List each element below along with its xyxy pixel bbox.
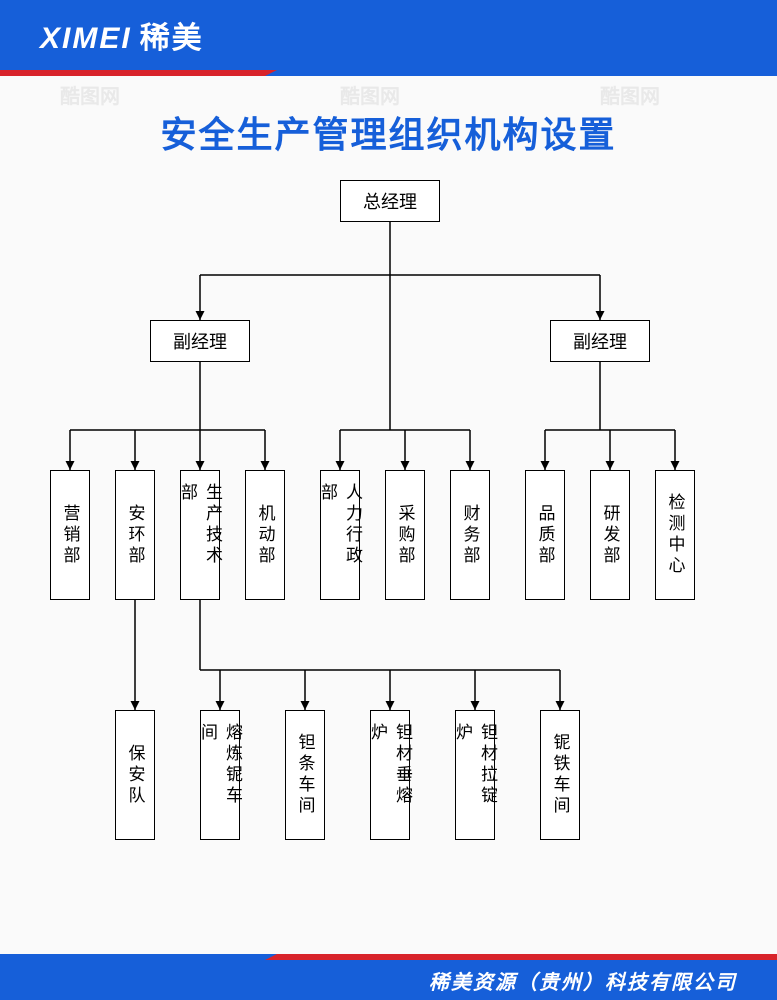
org-node-w4: 钽材拉锭炉: [455, 710, 495, 840]
footer-text: 稀美资源（贵州）科技有限公司: [429, 966, 737, 995]
header-bar: XIMEI稀美: [0, 0, 777, 70]
logo-text-en: XIMEI: [40, 22, 132, 55]
org-node-vgm1: 副经理: [150, 320, 250, 362]
page-title: 安全生产管理组织机构设置: [0, 106, 777, 158]
org-node-d4: 人力行政部: [320, 470, 360, 600]
org-chart: 总经理副经理 副经理营销部安环部生产技术部机动部人力行政部采购部财务部品质部研发部…: [40, 180, 740, 900]
stripe-top: [0, 70, 777, 76]
org-node-w0: 保安队: [115, 710, 155, 840]
org-node-d1: 安环部: [115, 470, 155, 600]
org-node-d9: 检测中心: [655, 470, 695, 600]
org-node-w5: 铌铁车间: [540, 710, 580, 840]
watermark: 酷图网: [60, 80, 120, 109]
logo: XIMEI稀美: [40, 13, 204, 57]
org-node-d2: 生产技术部: [180, 470, 220, 600]
org-node-w1: 熔炼铌车间: [200, 710, 240, 840]
org-node-w2: 钽条车间: [285, 710, 325, 840]
org-node-d5: 采购部: [385, 470, 425, 600]
org-node-d0: 营销部: [50, 470, 90, 600]
org-node-d7: 品质部: [525, 470, 565, 600]
org-node-w3: 钽材垂熔炉: [370, 710, 410, 840]
watermark: 酷图网: [600, 80, 660, 109]
org-node-gm: 总经理: [340, 180, 440, 222]
logo-text-cn: 稀美: [140, 22, 204, 55]
page: XIMEI稀美 酷图网 酷图网 酷图网 安全生产管理组织机构设置 总经理副经理 副…: [0, 0, 777, 1000]
org-node-d6: 财务部: [450, 470, 490, 600]
org-node-d8: 研发部: [590, 470, 630, 600]
org-node-d3: 机动部: [245, 470, 285, 600]
footer-bar: 稀美资源（贵州）科技有限公司: [0, 960, 777, 1000]
org-node-vgm2: 副经理: [550, 320, 650, 362]
watermark: 酷图网: [340, 80, 400, 109]
